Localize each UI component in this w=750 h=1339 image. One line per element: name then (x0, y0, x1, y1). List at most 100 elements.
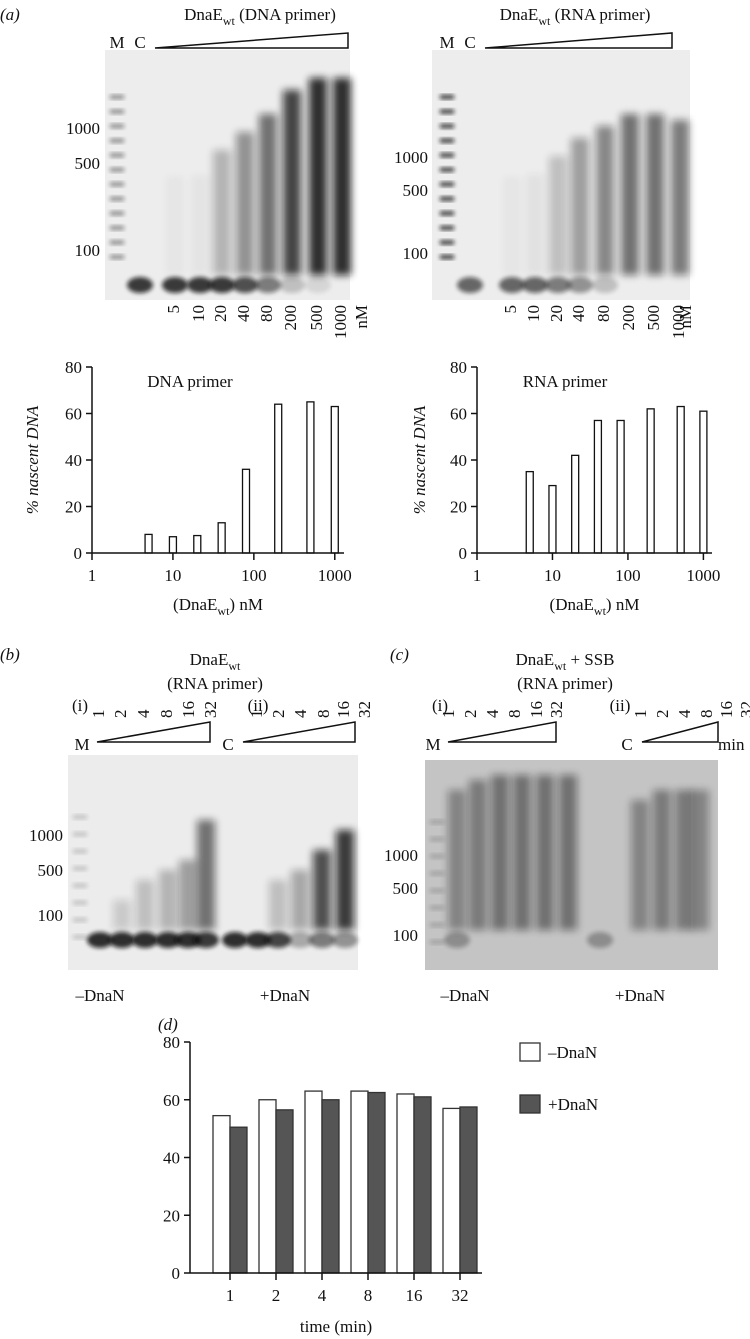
y-tick-label: 0 (172, 1264, 181, 1283)
marker-label: M (109, 33, 124, 52)
gel-smear (571, 138, 589, 275)
unit-label: nM (352, 305, 371, 329)
y-axis-label: % nascent DNA (23, 405, 42, 514)
control-label: C (621, 735, 632, 754)
ladder-band (73, 917, 87, 922)
text-part: wt (554, 659, 567, 673)
bar (442, 1107, 461, 1274)
lane-label: 80 (257, 305, 276, 322)
bar (699, 410, 708, 554)
gel-band (245, 932, 271, 948)
control-label: C (464, 33, 475, 52)
size-label: 500 (38, 861, 64, 880)
ladder-band (430, 837, 444, 842)
gel-smear (291, 870, 309, 930)
gel-smear (503, 176, 521, 275)
bar (304, 1090, 323, 1274)
y-tick-label: 0 (74, 544, 83, 563)
legend-label: –DnaN (547, 1043, 597, 1062)
lane-label: 20 (211, 305, 230, 322)
gel-band (567, 277, 593, 293)
x-tick-label: 100 (615, 566, 641, 585)
gradient-wedge (484, 32, 673, 49)
gel-smear (313, 850, 331, 930)
time-label: 16 (334, 701, 353, 718)
gel-smear (671, 120, 689, 275)
gel-band (265, 932, 291, 948)
text-part: (RNA primer) (550, 5, 650, 24)
panel-label: (b) (0, 645, 20, 664)
gel-smear (336, 830, 354, 930)
ladder-band (440, 240, 454, 245)
y-tick-label: 80 (450, 358, 467, 377)
gel-band (162, 277, 188, 293)
time-label: 1 (439, 710, 458, 719)
bar (229, 1126, 248, 1274)
gel-smear (691, 790, 709, 930)
ladder-band (73, 832, 87, 837)
time-label: 32 (355, 701, 374, 718)
ladder-band (430, 922, 444, 927)
time-label: 4 (291, 709, 310, 718)
gel-band (444, 932, 470, 948)
gel-smear (653, 790, 671, 930)
lane-label: 1000 (331, 305, 350, 339)
size-label: 1000 (394, 148, 428, 167)
text-part: wt (217, 604, 230, 618)
control-label: C (134, 33, 145, 52)
text-part: ) nM (606, 595, 640, 614)
y-tick-label: 60 (65, 405, 82, 424)
gel-smear (559, 775, 577, 930)
panel-label: (d) (158, 1015, 178, 1034)
unit-label: nM (676, 305, 695, 329)
text-part: DnaE (500, 5, 539, 24)
gel-band (127, 277, 153, 293)
time-label: 16 (717, 701, 736, 718)
lane-label: 500 (644, 305, 663, 331)
gel-subtitle: (RNA primer) (517, 674, 613, 693)
unit-label: min (718, 735, 745, 754)
text-part: wt (538, 14, 551, 28)
bar (217, 522, 226, 554)
x-tick-label: 2 (272, 1286, 281, 1305)
legend-label: +DnaN (548, 1095, 598, 1114)
ladder-band (110, 167, 124, 172)
gel-smear (113, 900, 131, 930)
gel-smear (236, 132, 254, 275)
gel-band (522, 277, 548, 293)
text-part: wt (594, 604, 607, 618)
gradient-wedge (447, 721, 557, 743)
ladder-band (430, 940, 444, 944)
lane-label: 40 (569, 305, 588, 322)
ladder-band (440, 182, 454, 187)
size-label: 1000 (66, 119, 100, 138)
size-label: 1000 (29, 826, 63, 845)
legend-swatch (519, 1094, 541, 1114)
bar (676, 405, 685, 554)
legend-swatch (519, 1042, 541, 1062)
x-tick-label: 10 (164, 566, 181, 585)
bar (193, 534, 202, 554)
gel-smear (191, 175, 209, 275)
text-part: + SSB (566, 650, 614, 669)
size-label: 500 (75, 154, 101, 173)
ladder-band (440, 196, 454, 201)
condition-label: –DnaN (74, 986, 124, 1005)
size-label: 100 (393, 926, 419, 945)
gel-title: DnaEwt (190, 650, 241, 673)
gel-smear (283, 90, 301, 275)
ladder-band (440, 225, 454, 230)
group-label: (ii) (248, 696, 269, 715)
chart-title: RNA primer (523, 372, 608, 391)
bar (367, 1091, 386, 1274)
gel-smear (213, 150, 231, 275)
time-label: 1 (631, 710, 650, 719)
lane-label: 5 (164, 305, 183, 314)
group-label: (i) (72, 696, 88, 715)
y-tick-label: 60 (450, 405, 467, 424)
ladder-band (430, 820, 444, 824)
gradient-wedge (641, 721, 719, 743)
bar (459, 1106, 478, 1274)
x-tick-label: 1 (473, 566, 482, 585)
condition-label: +DnaN (260, 986, 310, 1005)
